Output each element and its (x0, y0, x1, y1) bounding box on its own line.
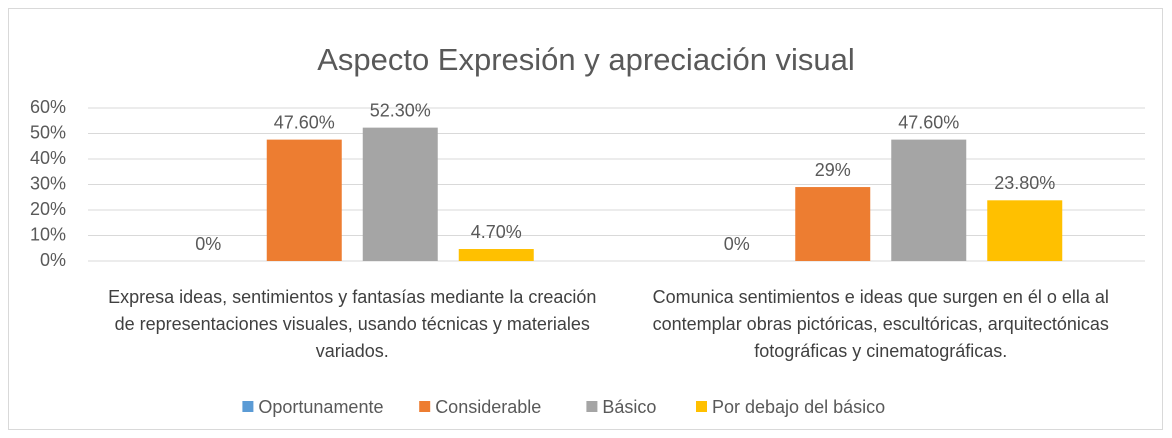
bar (362, 127, 438, 261)
legend-swatch (242, 401, 254, 412)
legend-label: Considerable (435, 397, 541, 417)
y-tick-label: 60% (30, 97, 66, 117)
legend-label: Básico (602, 397, 656, 417)
x-tick-label: Expresa ideas, sentimientos y fantasías … (108, 287, 597, 361)
data-label: 0% (724, 234, 750, 254)
data-label: 23.80% (994, 173, 1055, 193)
y-tick-label: 40% (30, 148, 66, 168)
legend-swatch (696, 401, 707, 412)
y-tick-label: 10% (30, 224, 66, 244)
bar (891, 139, 967, 261)
legend-label: Por debajo del básico (712, 397, 885, 417)
chart-border (8, 8, 1163, 430)
legend-label: Oportunamente (258, 397, 383, 417)
legend-swatch (419, 401, 431, 412)
y-tick-label: 30% (30, 173, 66, 193)
y-tick-label: 0% (40, 250, 66, 270)
data-label: 47.60% (898, 112, 959, 132)
chart-title: Aspecto Expresión y apreciación visual (317, 42, 855, 77)
data-label: 52.30% (370, 100, 431, 120)
bar (458, 249, 534, 261)
y-tick-label: 20% (30, 199, 66, 219)
bar (795, 187, 871, 261)
data-label: 0% (195, 234, 221, 254)
data-label: 4.70% (471, 222, 522, 242)
bar (987, 200, 1063, 261)
data-label: 47.60% (274, 112, 335, 132)
data-label: 29% (815, 160, 851, 180)
legend-swatch (586, 401, 598, 412)
bar (266, 139, 342, 261)
x-tick-label: Comunica sentimientos e ideas que surgen… (652, 287, 1109, 361)
y-tick-label: 50% (30, 122, 66, 142)
